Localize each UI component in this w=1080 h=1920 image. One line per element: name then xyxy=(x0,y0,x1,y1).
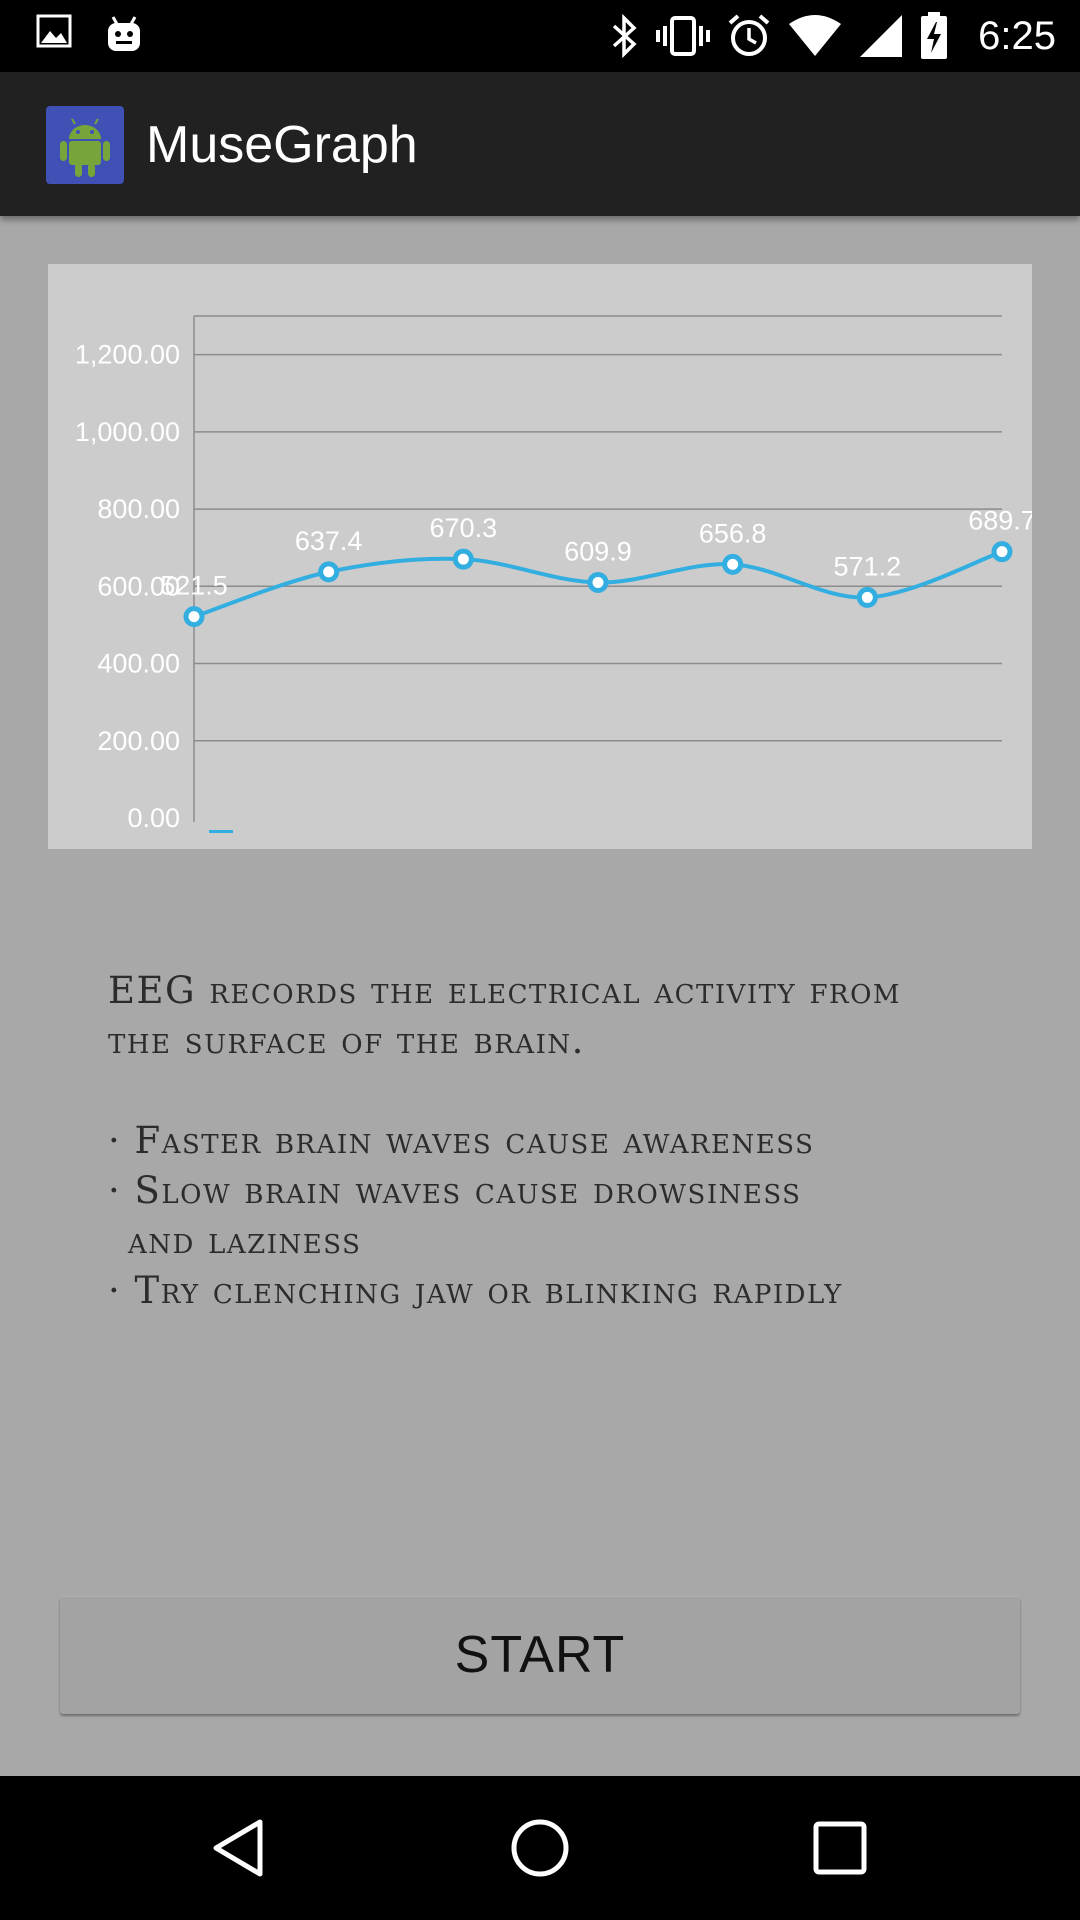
bullet-try-clenching: · Try clenching jaw or blinking rapidly xyxy=(108,1269,843,1312)
data-point xyxy=(318,561,340,583)
intro-line-2: the surface of the brain. xyxy=(108,1019,585,1062)
y-tick-label: 200.00 xyxy=(97,726,180,756)
y-tick-label: 1,200.00 xyxy=(75,340,180,370)
data-label: 609.9 xyxy=(564,536,632,566)
cell-signal-icon xyxy=(858,13,904,59)
wifi-icon xyxy=(788,14,842,58)
chart-grid xyxy=(194,315,1002,742)
data-point xyxy=(991,541,1013,563)
data-label: 689.7 xyxy=(968,506,1032,536)
data-points xyxy=(183,541,1013,628)
eeg-line-chart: 0.00 200.00 400.00 600.00 800.00 1,000.00 1,20… xyxy=(48,264,1032,849)
app-title: MuseGraph xyxy=(146,116,418,174)
y-tick-label: 0.00 xyxy=(127,803,180,833)
data-point xyxy=(183,606,205,628)
battery-charging-icon xyxy=(920,12,948,60)
data-label: 637.4 xyxy=(295,526,363,556)
eeg-description: EEG records the electrical activity from… xyxy=(108,966,968,1316)
data-point xyxy=(452,548,474,570)
image-icon xyxy=(36,14,72,54)
bullet-slow-waves: · Slow brain waves cause drowsiness xyxy=(108,1169,802,1212)
intro-line-1: EEG records the electrical activity from xyxy=(108,969,902,1012)
android-notification-icon xyxy=(104,14,144,54)
y-tick-label: 600.00 xyxy=(97,571,180,601)
vibrate-icon xyxy=(656,14,711,58)
navigation-bar xyxy=(0,1776,1080,1920)
data-point xyxy=(587,571,609,593)
y-tick-label: 400.00 xyxy=(97,649,180,679)
android-robot-icon xyxy=(46,106,124,184)
y-tick-labels: 0.00 200.00 400.00 600.00 800.00 1,000.00 1,20… xyxy=(75,340,180,833)
data-point xyxy=(856,586,878,608)
back-icon[interactable] xyxy=(200,1808,280,1888)
app-bar: MuseGraph xyxy=(0,72,1080,216)
y-tick-label: 800.00 xyxy=(97,494,180,524)
home-icon[interactable] xyxy=(500,1808,580,1888)
alarm-icon xyxy=(726,13,772,59)
bullet-slow-waves-cont: and laziness xyxy=(128,1219,362,1262)
bullet-faster-waves: · Faster brain waves cause awareness xyxy=(108,1119,815,1162)
start-button[interactable]: START xyxy=(60,1596,1020,1714)
data-labels: 521.5 637.4 670.3 609.9 656.8 571.2 689.7 xyxy=(160,506,1032,601)
status-time: 6:25 xyxy=(978,14,1056,58)
data-label: 670.3 xyxy=(430,513,498,543)
y-tick-label: 1,000.00 xyxy=(75,417,180,447)
bluetooth-icon xyxy=(610,14,640,58)
recent-apps-icon[interactable] xyxy=(800,1808,880,1888)
data-label: 656.8 xyxy=(699,518,767,548)
data-point xyxy=(722,553,744,575)
legend-swatch xyxy=(209,830,233,833)
chart-svg: 0.00 200.00 400.00 600.00 800.00 1,000.00 1,20… xyxy=(75,315,1032,833)
status-bar: 6:25 xyxy=(0,0,1080,72)
data-label: 521.5 xyxy=(160,571,228,601)
data-label: 571.2 xyxy=(834,551,902,581)
